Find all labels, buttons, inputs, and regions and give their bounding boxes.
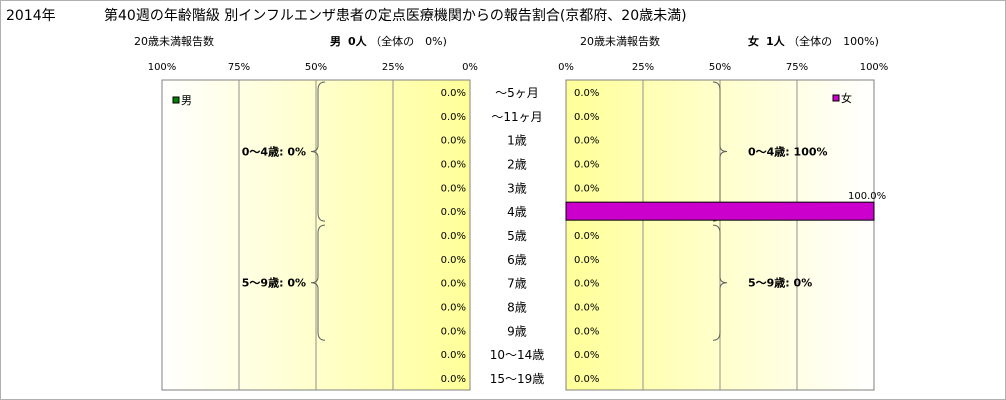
age-category-label: ～11ヶ月 (491, 110, 542, 124)
female-share: （全体の 100%) (788, 35, 879, 48)
male-legend-label: 男 (181, 94, 192, 107)
age-category-label: 8歳 (507, 301, 527, 315)
female-value-label: 0.0% (574, 255, 599, 266)
male-group-annotation: 0～4歳: 0% (242, 145, 306, 159)
male-x-tick-label: 50% (305, 62, 327, 73)
age-category-label: 6歳 (507, 253, 527, 267)
male-value-label: 0.0% (441, 88, 466, 99)
male-value-label: 0.0% (441, 326, 466, 337)
female-legend-swatch (832, 94, 840, 102)
male-legend-swatch (172, 96, 180, 104)
male-value-label: 0.0% (441, 159, 466, 170)
age-category-label: 10～14歳 (490, 348, 545, 362)
male-value-label: 0.0% (441, 183, 466, 194)
age-category-label: 4歳 (507, 205, 527, 219)
female-value-label: 0.0% (574, 326, 599, 337)
male-age-group-brace (310, 81, 326, 222)
male-x-tick-label: 100% (148, 62, 177, 73)
male-group-annotation: 5～9歳: 0% (242, 276, 306, 290)
age-category-label: 3歳 (507, 181, 527, 195)
female-count-label: 20歳未満報告数 (580, 35, 660, 48)
female-value-label: 0.0% (574, 303, 599, 314)
female-value-label: 0.0% (574, 159, 599, 170)
female-value-label: 0.0% (574, 112, 599, 123)
female-value-label: 0.0% (574, 136, 599, 147)
chart-title: 第40週の年齢階級 別インフルエンザ患者の定点医療機関からの報告割合(京都府、2… (104, 8, 687, 24)
chart-year: 2014年 (6, 8, 56, 24)
female-x-tick-label: 100% (860, 62, 889, 73)
male-value-label: 0.0% (441, 255, 466, 266)
female-x-tick-label: 25% (632, 62, 654, 73)
female-x-tick-label: 75% (786, 62, 808, 73)
male-value-label: 0.0% (441, 303, 466, 314)
male-value-label: 0.0% (441, 350, 466, 361)
female-count: 1人 (766, 35, 785, 48)
male-value-label: 0.0% (441, 136, 466, 147)
male-summary: 男 0人 （全体の 0%) (330, 33, 447, 49)
female-legend-label: 女 (841, 91, 852, 105)
age-category-label: 7歳 (507, 277, 527, 291)
female-value-label: 0.0% (574, 231, 599, 242)
male-age-group-brace (310, 224, 326, 341)
male-value-label: 0.0% (441, 279, 466, 290)
female-group-annotation: 5～9歳: 0% (748, 276, 812, 290)
female-bar (565, 201, 875, 221)
age-category-label: ～5ヶ月 (495, 86, 539, 100)
male-value-label: 0.0% (441, 207, 466, 218)
male-x-tick-label: 75% (228, 62, 250, 73)
male-x-tick-label: 0% (462, 62, 478, 73)
male-value-label: 0.0% (441, 112, 466, 123)
age-category-label: 1歳 (507, 134, 527, 148)
male-share: （全体の 0%) (370, 35, 447, 48)
age-category-label: 5歳 (507, 229, 527, 243)
male-count-label: 20歳未満報告数 (134, 35, 214, 48)
male-sex-label: 男 (330, 35, 341, 48)
age-category-label: 9歳 (507, 324, 527, 338)
age-category-label: 2歳 (507, 157, 527, 171)
female-value-label: 0.0% (574, 88, 599, 99)
female-x-tick-label: 50% (709, 62, 731, 73)
female-group-annotation: 0～4歳: 100% (748, 145, 828, 159)
male-x-tick-label: 25% (382, 62, 404, 73)
female-value-label: 0.0% (574, 279, 599, 290)
male-count: 0人 (348, 35, 367, 48)
female-value-label: 100.0% (848, 191, 886, 202)
female-age-group-brace (712, 224, 728, 341)
age-category-label: 15～19歳 (490, 372, 545, 386)
female-value-label: 0.0% (574, 183, 599, 194)
male-value-label: 0.0% (441, 374, 466, 385)
female-summary: 女 1人 （全体の 100%) (748, 33, 879, 49)
female-sex-label: 女 (748, 35, 759, 48)
female-x-tick-label: 0% (558, 62, 574, 73)
male-value-label: 0.0% (441, 231, 466, 242)
female-value-label: 0.0% (574, 374, 599, 385)
female-value-label: 0.0% (574, 350, 599, 361)
